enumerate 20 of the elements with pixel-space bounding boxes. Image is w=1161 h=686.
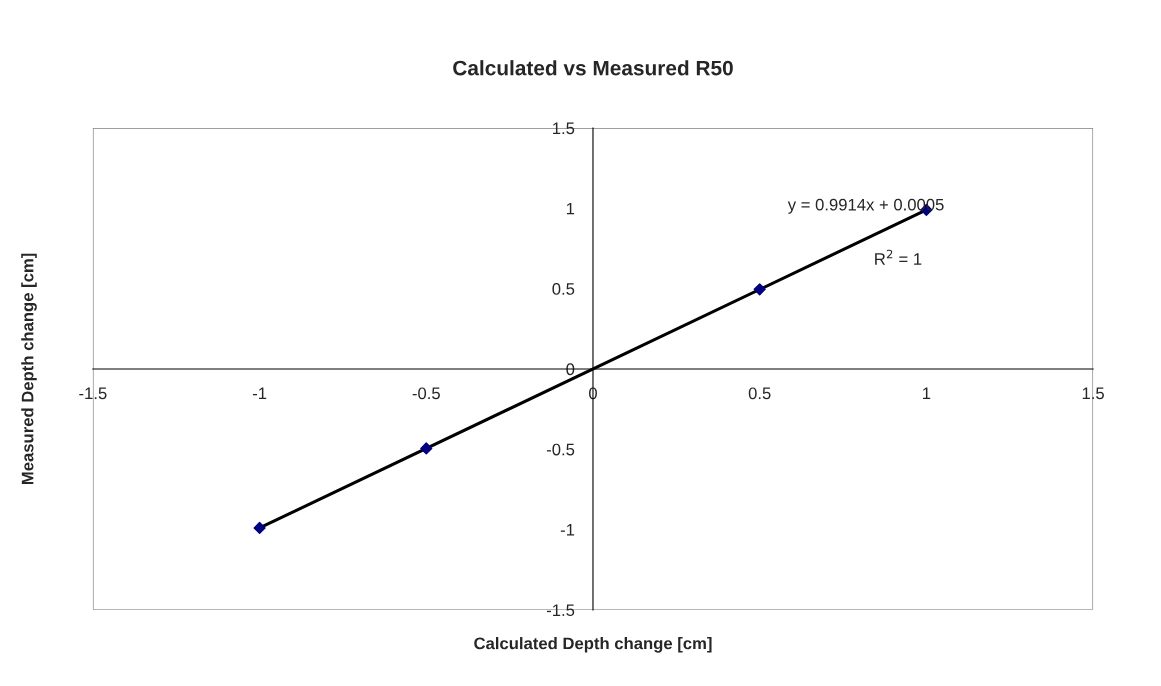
x-tick-label: -1.5 [79, 387, 107, 400]
annotation: R$^{2}$ = 1 [875, 249, 922, 265]
x-tick-label: -0.5 [412, 387, 440, 400]
x-tick-label: 0.5 [748, 387, 771, 400]
annotation: y = 0.9914x + 0.0005 [787, 198, 944, 214]
y-tick-label: -1.5 [546, 604, 575, 617]
y-axis-title: Measured Depth change [cm] [21, 253, 37, 485]
y-tick-label: -0.5 [546, 443, 575, 456]
x-axis-title: Calculated Depth change [cm] [474, 637, 712, 653]
y-tick-label: 1 [566, 202, 575, 215]
y-tick-label: 1.5 [553, 122, 575, 135]
point [420, 442, 433, 455]
x-tick-label: 1.5 [1082, 387, 1104, 400]
y-tick-label: 0.5 [552, 283, 575, 295]
y-tick-label: -1 [560, 524, 575, 536]
x-tick-label: 1 [923, 387, 931, 400]
x-tick-label: -1 [252, 387, 267, 400]
point [753, 283, 766, 296]
chart-title: Calculated vs Measured R50 [453, 60, 733, 76]
point [253, 521, 266, 535]
